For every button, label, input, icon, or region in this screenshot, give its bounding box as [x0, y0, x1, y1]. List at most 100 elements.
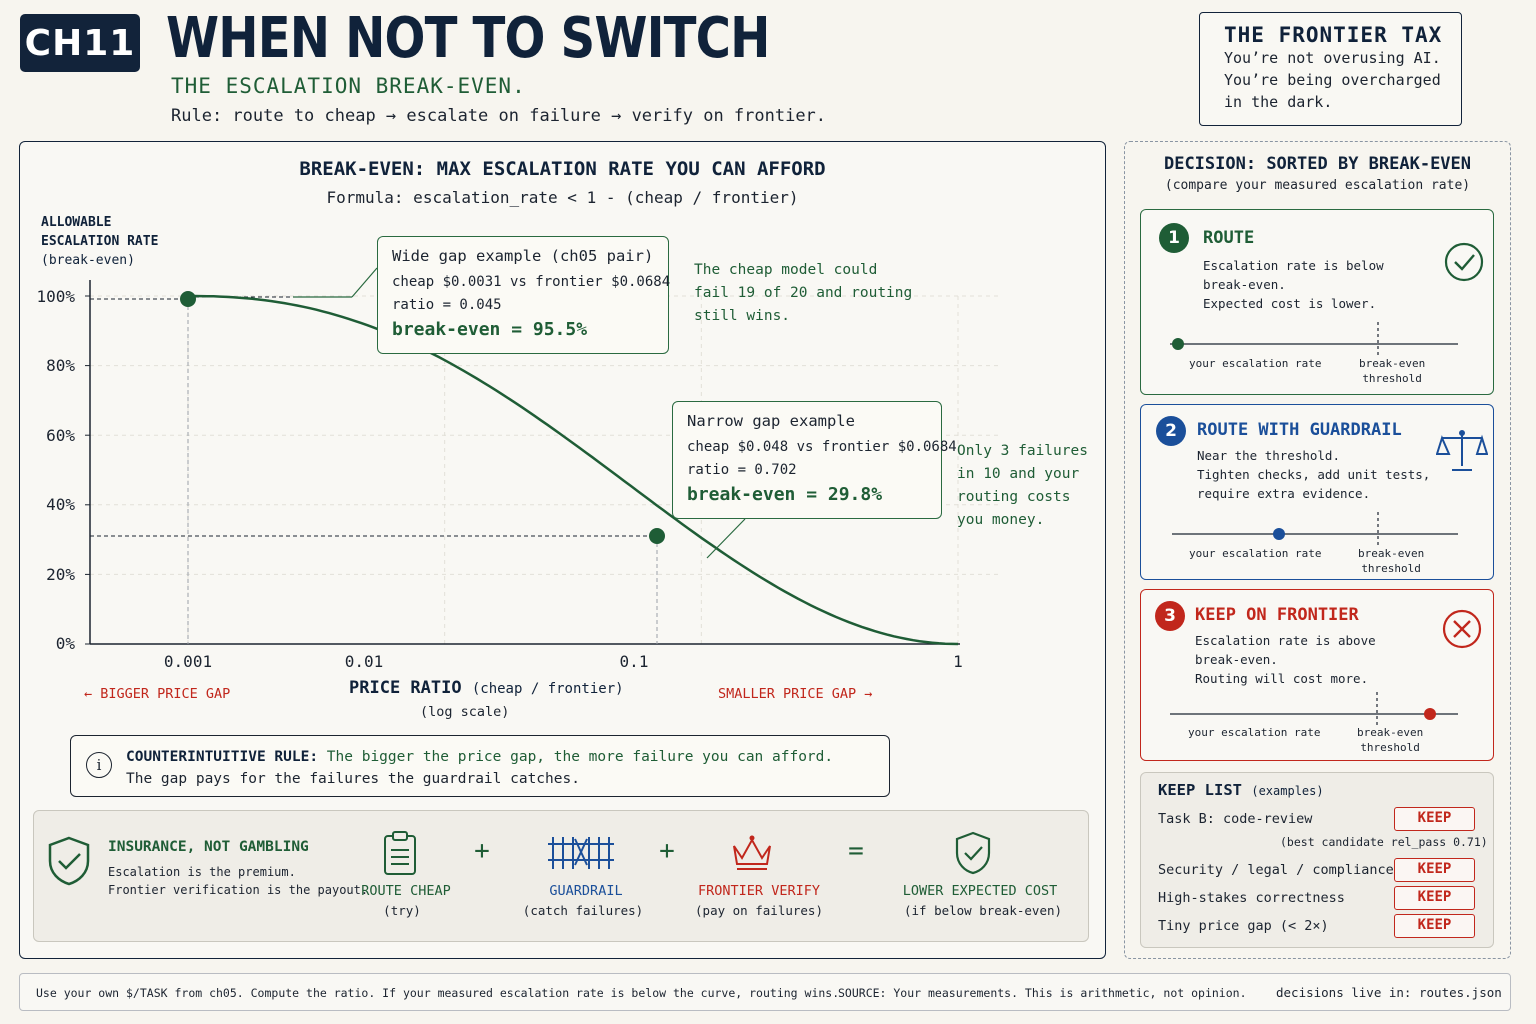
threshold-label-line: threshold: [1361, 562, 1421, 575]
rate-marker: [1273, 528, 1285, 540]
step-sub: (pay on failures): [695, 903, 823, 918]
keep-item: Security / legal / compliance: [1158, 862, 1394, 878]
rate-label: your escalation rate: [1189, 357, 1322, 370]
x-axis-label-sub: (cheap / frontier): [471, 681, 624, 697]
frontier-tax-line: You’re not overusing AI.: [1224, 49, 1441, 67]
card-text-line: Near the threshold.: [1197, 448, 1340, 463]
step-label: ROUTE CHEAP: [361, 883, 451, 899]
card-text: Escalation rate is below break-even. Exp…: [1203, 256, 1384, 313]
y-tick-label: 60%: [46, 426, 75, 445]
footer: [19, 973, 1511, 1011]
info-icon: i: [86, 752, 112, 778]
rule-line2: The gap pays for the failures the guardr…: [126, 771, 580, 787]
plus-operator: +: [659, 836, 675, 866]
note-line: you money.: [957, 512, 1045, 528]
footer-left: Use your own $/TASK from ch05. Compute t…: [36, 986, 840, 1000]
card-text-line: break-even.: [1203, 277, 1286, 292]
decision-card-route: [1140, 209, 1494, 395]
footer-source: SOURCE: Your measurements. This is arith…: [838, 986, 1247, 1000]
threshold-scale: [1172, 512, 1458, 546]
frontier-tax-box: THE FRONTIER TAX You’re not overusing AI…: [1199, 12, 1462, 126]
decision-card-guardrail: [1140, 404, 1494, 580]
keep-item: Tiny price gap (< 2×): [1158, 918, 1329, 934]
keep-button[interactable]: KEEP: [1394, 858, 1475, 882]
fence-icon: [548, 837, 614, 869]
highlight-point: [180, 291, 196, 307]
chart-title: BREAK-EVEN: MAX ESCALATION RATE YOU CAN …: [299, 158, 826, 180]
step-sub: (try): [383, 903, 421, 918]
keep-list-title: KEEP LIST (examples): [1158, 781, 1324, 799]
card-text-line: Escalation rate is above: [1195, 633, 1376, 648]
rate-marker: [1424, 708, 1436, 720]
insurance-box: [33, 810, 1089, 942]
y-tick-label: 40%: [46, 495, 75, 514]
footer-right: decisions live in: routes.json: [1276, 985, 1502, 1000]
callout-break-even: break-even = 95.5%: [392, 319, 588, 340]
threshold-label-line: threshold: [1362, 372, 1422, 385]
step-sub: (catch failures): [522, 903, 644, 918]
keep-item: Task B: code-review: [1158, 811, 1313, 827]
scales-icon: [1436, 430, 1488, 471]
keep-list-title-sub: (examples): [1251, 784, 1324, 798]
wide-gap-callout: Wide gap example (ch05 pair) cheap $0.00…: [377, 236, 670, 354]
keep-item: High-stakes correctness: [1158, 890, 1345, 906]
threshold-label-line: threshold: [1360, 741, 1420, 754]
x-tick-label: 1: [953, 652, 963, 671]
threshold-label-line: break-even: [1358, 547, 1425, 560]
step-sub: (if below break-even): [903, 903, 1063, 918]
threshold-label: break-even threshold: [1358, 546, 1424, 576]
crown-icon: [733, 835, 771, 870]
equals-operator: =: [848, 836, 864, 866]
wide-gap-note: The cheap model could fail 19 of 20 and …: [694, 259, 912, 328]
highlight-point: [649, 528, 665, 544]
card-text: Escalation rate is above break-even. Rou…: [1195, 631, 1376, 688]
bigger-gap-hint: ← BIGGER PRICE GAP: [84, 686, 231, 702]
card-text-line: require extra evidence.: [1197, 486, 1371, 501]
frontier-tax-line: You’re being overcharged: [1224, 71, 1441, 89]
page-subtitle: THE ESCALATION BREAK-EVEN.: [171, 74, 526, 98]
decision-title: DECISION: SORTED BY BREAK-EVEN: [1163, 154, 1472, 174]
decision-card-keep-frontier: [1140, 589, 1494, 761]
clipboard-icon: [384, 831, 416, 875]
chart-points: [180, 291, 665, 544]
x-tick-label: 0.1: [619, 652, 649, 671]
note-line: fail 19 of 20 and routing: [694, 285, 913, 301]
x-axis-label: PRICE RATIO (cheap / frontier): [349, 678, 624, 698]
keep-button[interactable]: KEEP: [1394, 807, 1475, 831]
narrow-gap-note: Only 3 failures in 10 and your routing c…: [957, 440, 1088, 532]
callout-prices: cheap $0.048 vs frontier $0.0684: [687, 439, 957, 455]
callout-connector-wide: [351, 267, 378, 298]
x-tick-label: 0.001: [163, 652, 213, 671]
callout-title: Narrow gap example: [687, 412, 855, 430]
smaller-gap-hint: SMALLER PRICE GAP →: [718, 686, 873, 702]
card-title: ROUTE: [1203, 228, 1255, 248]
y-tick-label: 0%: [55, 634, 75, 653]
threshold-label-line: break-even: [1359, 357, 1426, 370]
card-text-line: Tighten checks, add unit tests,: [1197, 467, 1431, 482]
break-even-curve: [188, 294, 959, 646]
note-line: routing costs: [957, 489, 1071, 505]
page-title: WHEN NOT TO SWITCH: [166, 6, 770, 71]
chapter-badge: CH11: [20, 14, 140, 72]
threshold-label-line: break-even: [1357, 726, 1424, 739]
keep-button[interactable]: KEEP: [1394, 886, 1475, 910]
rate-marker: [1172, 338, 1184, 350]
decision-subtitle: (compare your measured escalation rate): [1164, 178, 1471, 193]
note-line: still wins.: [694, 308, 791, 324]
callout-ratio: ratio = 0.045: [392, 297, 502, 313]
keep-button[interactable]: KEEP: [1394, 914, 1475, 938]
frontier-tax-line: in the dark.: [1224, 93, 1333, 111]
x-axis-label-main: PRICE RATIO: [349, 678, 462, 698]
callout-ratio: ratio = 0.702: [687, 462, 797, 478]
keep-note: (best candidate rel_pass 0.71): [1280, 835, 1488, 849]
card-text: Near the threshold. Tighten checks, add …: [1197, 446, 1430, 503]
card-text-line: break-even.: [1195, 652, 1278, 667]
chart-formula: Formula: escalation_rate < 1 - (cheap / …: [326, 188, 799, 207]
card-title: ROUTE WITH GUARDRAIL: [1197, 420, 1402, 440]
callout-title: Wide gap example (ch05 pair): [392, 247, 654, 265]
narrow-gap-callout: Narrow gap example cheap $0.048 vs front…: [672, 401, 957, 519]
x-axis-scale-note: (log scale): [420, 704, 510, 720]
rate-label: your escalation rate: [1188, 726, 1321, 739]
threshold-scale: [1170, 692, 1458, 726]
rule-line1: The bigger the price gap, the more failu…: [318, 749, 834, 765]
